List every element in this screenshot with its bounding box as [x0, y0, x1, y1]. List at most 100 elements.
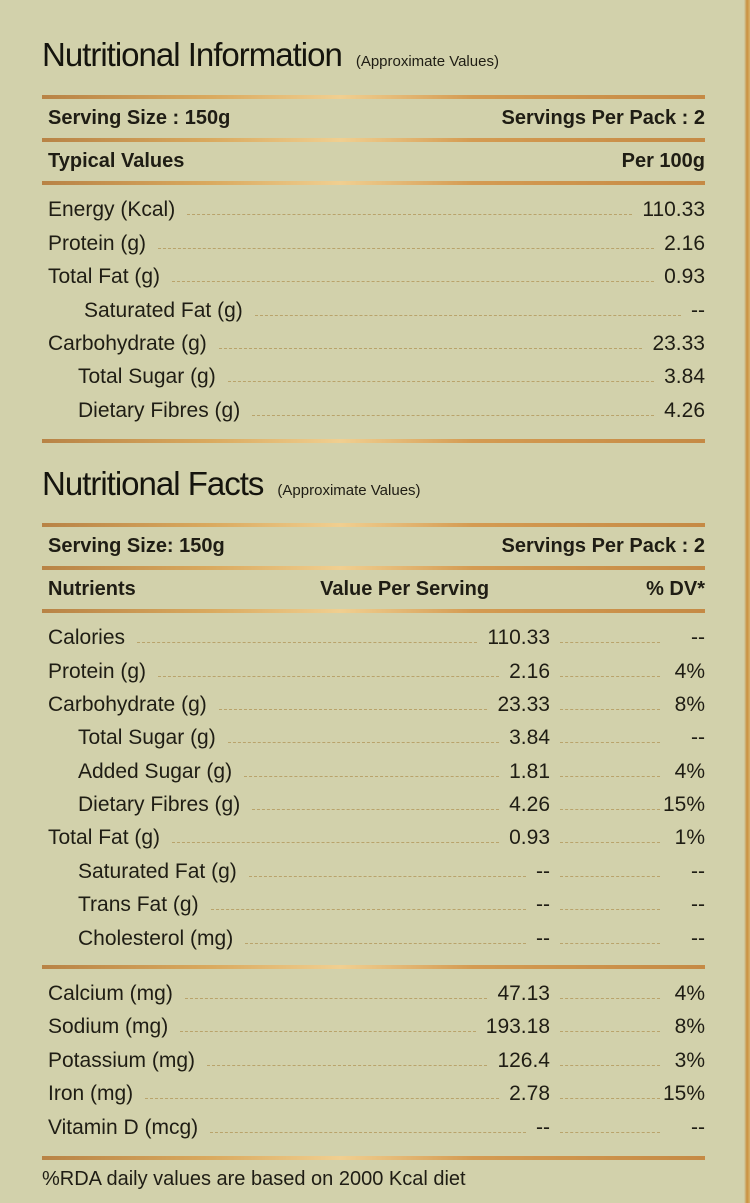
nutrient-value: 4.26: [664, 398, 705, 422]
dotted-leader: [560, 909, 660, 911]
nutrient-value: 126.4: [497, 1048, 550, 1072]
nutrient-dv: 8%: [674, 692, 705, 716]
nutrient-label: Calcium (mg): [48, 982, 173, 1006]
facts-title-block: Nutritional Facts (Approximate Values): [42, 465, 705, 505]
dotted-leader: [245, 942, 526, 944]
nutrient-value: 3.84: [664, 365, 705, 389]
nutrient-row: Saturated Fat (g) -- --: [42, 850, 705, 883]
col-typical-values: Typical Values: [48, 150, 185, 172]
nutrient-value: 110.33: [642, 198, 705, 222]
dotted-leader: [227, 381, 655, 383]
nutrient-label: Calories: [48, 626, 126, 650]
nutrient-value: 47.13: [497, 982, 550, 1006]
facts-header-row: Nutrients Value Per Serving % DV*: [42, 570, 705, 609]
nutrient-dv: 15%: [662, 793, 705, 817]
serving-size: Serving Size : 150g: [48, 107, 231, 129]
nutrient-label: Trans Fat (g): [78, 893, 199, 917]
nutritional-information-panel: Nutritional Information (Approximate Val…: [42, 36, 705, 1191]
nutrient-label: Dietary Fibres (g): [78, 793, 241, 817]
dotted-leader: [560, 809, 660, 811]
nutrient-row: Protein (g) 2.16 4%: [42, 650, 705, 683]
col-nutrients: Nutrients: [48, 577, 136, 600]
info-header-row: Typical Values Per 100g: [42, 142, 705, 181]
info-rows: Energy (Kcal) 110.33 Protein (g) 2.16 Total …: [42, 185, 705, 423]
col-per-100g: Per 100g: [621, 150, 705, 172]
dotted-leader: [560, 642, 660, 644]
nutrient-row: Protein (g) 2.16: [42, 222, 705, 255]
dotted-leader: [560, 1031, 660, 1033]
divider: [42, 608, 705, 613]
nutrient-dv: --: [691, 926, 705, 950]
nutrient-row: Total Fat (g) 0.93: [42, 256, 705, 289]
nutrient-label: Energy (Kcal): [48, 198, 176, 222]
nutrient-value: 110.33: [487, 626, 550, 650]
nutrient-dv: --: [691, 893, 705, 917]
divider: [42, 964, 705, 969]
nutrient-value: 2.16: [664, 231, 705, 255]
nutrient-label: Carbohydrate (g): [48, 692, 207, 716]
divider: [42, 565, 705, 570]
dotted-leader: [560, 775, 660, 777]
dotted-leader: [218, 708, 488, 710]
info-title-block: Nutritional Information (Approximate Val…: [42, 36, 705, 76]
facts-rows: Calories 110.33 -- Protein (g) 2.16 4% Carbohy…: [42, 613, 705, 951]
nutrient-value: 2.16: [509, 659, 550, 683]
divider: [42, 522, 705, 527]
nutrient-row: Dietary Fibres (g) 4.26: [42, 389, 705, 422]
divider: [42, 1155, 705, 1160]
mineral-rows: Calcium (mg) 47.13 4% Sodium (mg) 193.18 8% Po…: [42, 969, 705, 1140]
nutrient-label: Dietary Fibres (g): [78, 398, 241, 422]
nutrient-row: Cholesterol (mg) -- --: [42, 917, 705, 950]
dotted-leader: [180, 1031, 476, 1033]
serving-size: Serving Size: 150g: [48, 534, 225, 557]
nutrient-value: 1.81: [509, 759, 550, 783]
nutrient-row: Sodium (mg) 193.18 8%: [42, 1006, 705, 1039]
dotted-leader: [252, 414, 655, 416]
nutrient-row: Calcium (mg) 47.13 4%: [42, 973, 705, 1006]
nutrient-dv: --: [691, 859, 705, 883]
dotted-leader: [187, 214, 633, 216]
nutrient-label: Cholesterol (mg): [78, 926, 234, 950]
dotted-leader: [560, 675, 660, 677]
nutrient-dv: --: [691, 726, 705, 750]
dotted-leader: [560, 708, 660, 710]
facts-title: Nutritional Facts: [42, 464, 264, 502]
nutrient-dv: --: [691, 1115, 705, 1139]
nutrient-label: Total Fat (g): [48, 826, 161, 850]
nutrient-row: Energy (Kcal) 110.33: [42, 189, 705, 222]
dotted-leader: [248, 875, 526, 877]
nutrient-label: Iron (mg): [48, 1082, 134, 1106]
dotted-leader: [560, 1131, 660, 1133]
nutrient-value: 2.78: [509, 1082, 550, 1106]
servings-per-pack: Servings Per Pack : 2: [501, 107, 705, 129]
nutrient-row: Vitamin D (mcg) -- --: [42, 1106, 705, 1139]
dotted-leader: [560, 875, 660, 877]
nutrient-row: Added Sugar (g) 1.81 4%: [42, 750, 705, 783]
dotted-leader: [227, 742, 500, 744]
nutrient-row: Calories 110.33 --: [42, 617, 705, 650]
info-serving-row: Serving Size : 150g Servings Per Pack : …: [42, 99, 705, 138]
dotted-leader: [560, 742, 660, 744]
nutrient-row: Trans Fat (g) -- --: [42, 884, 705, 917]
dotted-leader: [207, 1064, 488, 1066]
gold-edge-border: [744, 0, 750, 1203]
nutrient-value: --: [691, 298, 705, 322]
nutrient-dv: 3%: [674, 1048, 705, 1072]
footnote: %RDA daily values are based on 2000 Kcal…: [42, 1167, 466, 1190]
nutrient-label: Carbohydrate (g): [48, 331, 207, 355]
nutrient-label: Potassium (mg): [48, 1048, 196, 1072]
dotted-leader: [218, 347, 643, 349]
dotted-leader: [145, 1098, 500, 1100]
dotted-leader: [252, 809, 500, 811]
nutrient-label: Vitamin D (mcg): [48, 1115, 199, 1139]
divider: [42, 438, 705, 443]
nutrient-value: --: [536, 893, 550, 917]
dotted-leader: [137, 642, 478, 644]
facts-serving-row: Serving Size: 150g Servings Per Pack : 2: [42, 527, 705, 566]
dotted-leader: [172, 281, 655, 283]
info-subtitle: (Approximate Values): [355, 53, 499, 70]
nutrient-label: Total Fat (g): [48, 265, 161, 289]
nutrient-label: Added Sugar (g): [78, 759, 233, 783]
info-title: Nutritional Information: [42, 36, 343, 73]
dotted-leader: [244, 775, 500, 777]
